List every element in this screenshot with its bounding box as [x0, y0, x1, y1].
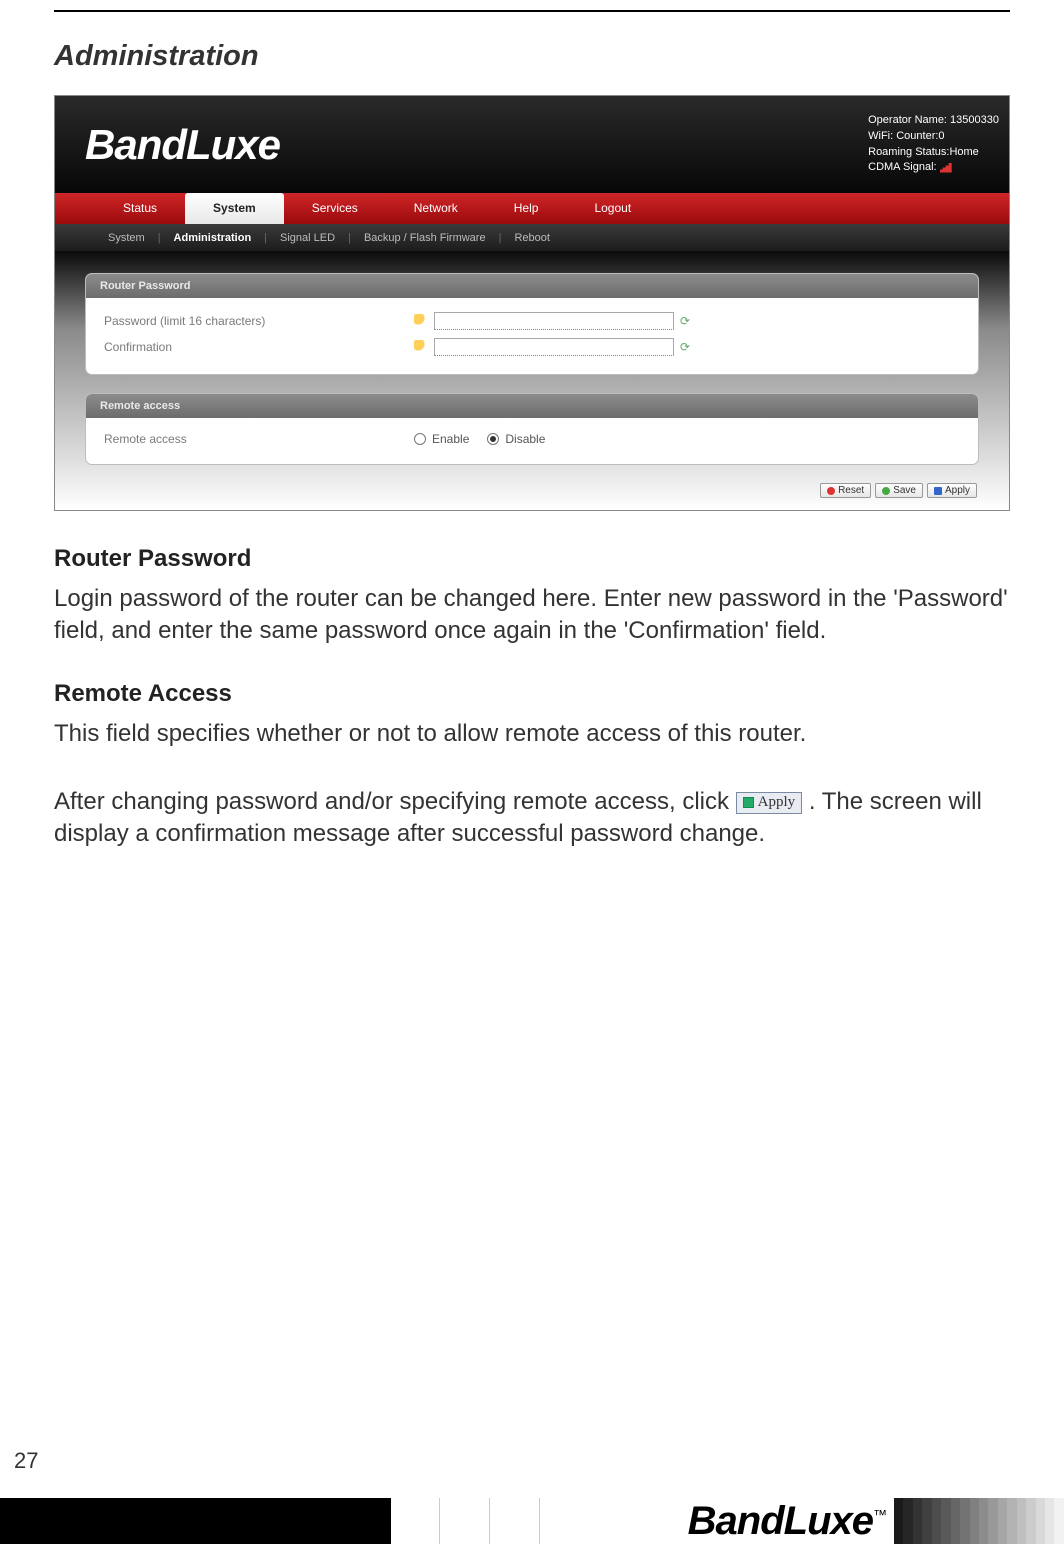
field-row-password: Password (limit 16 characters) ⟳	[104, 308, 960, 334]
router-screenshot: BandLuxe Operator Name: 13500330 WiFi: C…	[54, 95, 1010, 511]
gradient-bar	[998, 1498, 1007, 1544]
apply-button-inline: Apply	[736, 792, 803, 814]
nav-sub-signal-led[interactable]: Signal LED	[267, 232, 348, 244]
gradient-bar	[970, 1498, 979, 1544]
nav-sub-administration[interactable]: Administration	[161, 232, 265, 244]
ss-body: Router Password Password (limit 16 chara…	[55, 251, 1009, 510]
section-remote-access-text: This field specifies whether or not to a…	[54, 718, 1010, 750]
radio-enable-label: Enable	[432, 432, 469, 446]
panel-remote-access: Remote access Remote access Enable Disab…	[85, 393, 979, 465]
nav-main-network[interactable]: Network	[386, 193, 486, 224]
gradient-bar	[1054, 1498, 1063, 1544]
panel-head: Router Password	[86, 274, 978, 298]
apply-icon	[743, 797, 754, 808]
save-icon	[882, 487, 890, 495]
nav-sub-reboot[interactable]: Reboot	[501, 232, 562, 244]
nav-main: StatusSystemServicesNetworkHelpLogout	[55, 193, 1009, 224]
gradient-bar	[1007, 1498, 1016, 1544]
ss-header: BandLuxe Operator Name: 13500330 WiFi: C…	[55, 96, 1009, 193]
label-remote: Remote access	[104, 432, 414, 446]
gradient-bar	[960, 1498, 969, 1544]
panel-router-password: Router Password Password (limit 16 chara…	[85, 273, 979, 375]
status-signal: CDMA Signal:	[868, 160, 999, 176]
nav-main-status[interactable]: Status	[95, 193, 185, 224]
confirmation-input[interactable]	[434, 338, 674, 356]
gradient-bar	[922, 1498, 931, 1544]
nav-sub: System|Administration|Signal LED|Backup …	[55, 224, 1009, 251]
gradient-bar	[979, 1498, 988, 1544]
section-router-password-text: Login password of the router can be chan…	[54, 583, 1010, 646]
gradient-bar	[1026, 1498, 1035, 1544]
save-button[interactable]: Save	[875, 483, 923, 498]
label-password: Password (limit 16 characters)	[104, 314, 414, 328]
page-top-rule	[54, 0, 1010, 12]
password-input[interactable]	[434, 312, 674, 330]
nav-main-help[interactable]: Help	[486, 193, 567, 224]
apply-icon	[934, 487, 942, 495]
gradient-bar	[913, 1498, 922, 1544]
gradient-bar	[903, 1498, 912, 1544]
nav-main-logout[interactable]: Logout	[566, 193, 659, 224]
gradient-bar	[988, 1498, 997, 1544]
refresh-icon[interactable]: ⟳	[680, 341, 692, 353]
page-footer: 27 BandLuxe™	[0, 1448, 1064, 1544]
label-confirmation: Confirmation	[104, 340, 414, 354]
signal-icon	[940, 163, 952, 173]
nav-sub-backup-flash-firmware[interactable]: Backup / Flash Firmware	[351, 232, 499, 244]
gradient-bar	[941, 1498, 950, 1544]
gradient-bar	[932, 1498, 941, 1544]
field-row-confirmation: Confirmation ⟳	[104, 334, 960, 360]
radio-enable[interactable]	[414, 433, 426, 445]
status-operator: Operator Name: 13500330	[868, 113, 999, 129]
section-apply-text: After changing password and/or specifyin…	[54, 786, 1010, 849]
gradient-bar	[1017, 1498, 1026, 1544]
key-icon	[414, 340, 428, 354]
panel-head: Remote access	[86, 394, 978, 418]
section-remote-access-heading: Remote Access	[54, 680, 1010, 708]
radio-disable-label: Disable	[505, 432, 545, 446]
status-roaming: Roaming Status:Home	[868, 145, 999, 161]
apply-button[interactable]: Apply	[927, 483, 977, 498]
footer-gradient-bars	[894, 1498, 1064, 1544]
status-block: Operator Name: 13500330 WiFi: Counter:0 …	[868, 113, 999, 177]
key-icon	[414, 314, 428, 328]
gradient-bar	[1045, 1498, 1054, 1544]
ss-action-buttons: Reset Save Apply	[85, 483, 979, 502]
section-router-password-heading: Router Password	[54, 545, 1010, 573]
footer-logo: BandLuxe™	[688, 1499, 894, 1544]
content-area: Administration BandLuxe Operator Name: 1…	[0, 12, 1064, 849]
nav-main-system[interactable]: System	[185, 193, 284, 224]
gradient-bar	[894, 1498, 903, 1544]
field-row-remote: Remote access Enable Disable	[104, 428, 960, 450]
gradient-bar	[1036, 1498, 1045, 1544]
page-number: 27	[0, 1448, 540, 1498]
page-title: Administration	[54, 40, 1010, 73]
footer-black-bar	[0, 1498, 540, 1544]
nav-main-services[interactable]: Services	[284, 193, 386, 224]
status-wifi: WiFi: Counter:0	[868, 129, 999, 145]
radio-disable[interactable]	[487, 433, 499, 445]
gradient-bar	[951, 1498, 960, 1544]
brand-logo: BandLuxe	[85, 121, 280, 169]
nav-sub-system[interactable]: System	[95, 232, 158, 244]
refresh-icon[interactable]: ⟳	[680, 315, 692, 327]
reset-icon	[827, 487, 835, 495]
reset-button[interactable]: Reset	[820, 483, 871, 498]
